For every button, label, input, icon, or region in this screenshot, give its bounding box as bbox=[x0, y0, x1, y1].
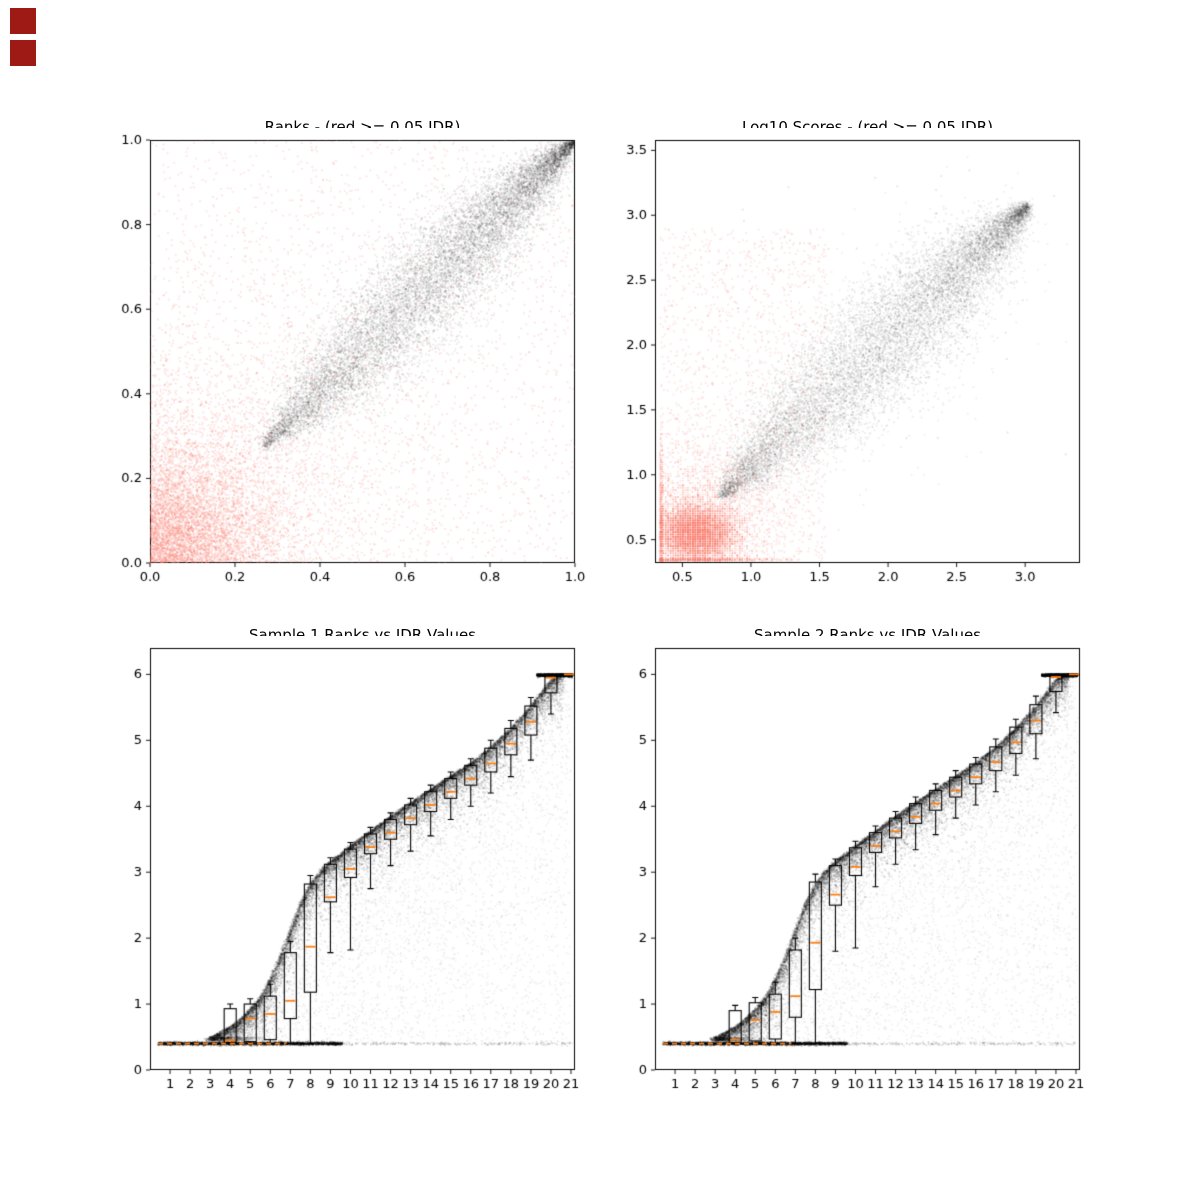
sample2-idr-canvas bbox=[593, 636, 1094, 1112]
red-square-decoration-1 bbox=[10, 8, 36, 34]
sample1-idr-canvas bbox=[88, 636, 589, 1112]
ranks-scatter-canvas bbox=[88, 128, 589, 605]
scores-scatter-canvas bbox=[593, 128, 1094, 605]
red-square-decoration-2 bbox=[10, 40, 36, 66]
